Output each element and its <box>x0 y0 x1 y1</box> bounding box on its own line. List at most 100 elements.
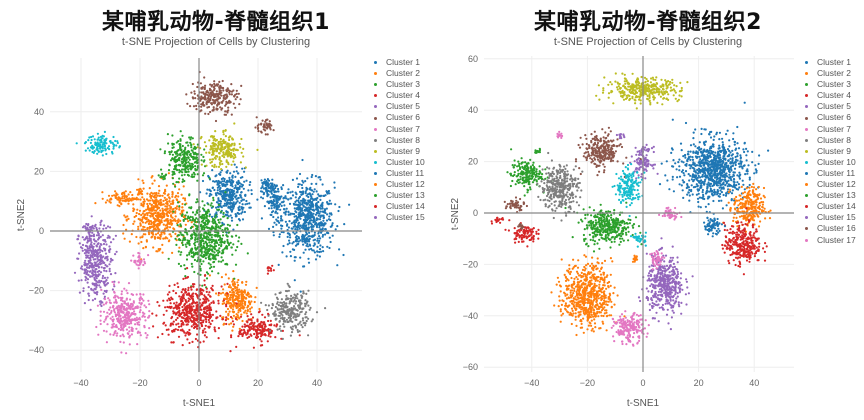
legend-label: Cluster 14 <box>817 201 856 212</box>
y-axis-label: t-SNE2 <box>450 197 461 230</box>
legend-item[interactable]: Cluster 13 <box>805 190 856 201</box>
legend-marker-icon <box>374 116 377 120</box>
legend-item[interactable]: Cluster 11 <box>374 168 425 179</box>
legend-item[interactable]: Cluster 6 <box>805 112 856 123</box>
y-tick-label: −20 <box>29 286 44 296</box>
legend-item[interactable]: Cluster 2 <box>374 68 425 79</box>
legend-label: Cluster 7 <box>817 123 852 134</box>
legend-label: Cluster 11 <box>817 167 856 178</box>
legend-item[interactable]: Cluster 4 <box>374 90 425 101</box>
scatter-plot-area[interactable]: −40 −20 0 20 40 −60 −40 −20 0 20 40 60 t-SNE1 t-SNE2 <box>432 0 864 420</box>
legend-item[interactable]: Cluster 9 <box>374 146 425 157</box>
legend-marker-icon <box>374 149 377 153</box>
legend-label: Cluster 8 <box>817 134 852 145</box>
legend-item[interactable]: Cluster 13 <box>374 190 425 201</box>
x-tick-label: 20 <box>694 378 704 388</box>
legend-label: Cluster 15 <box>386 212 425 223</box>
legend-label: Cluster 5 <box>817 101 852 112</box>
legend-item[interactable]: Cluster 15 <box>805 212 856 223</box>
legend-item[interactable]: Cluster 14 <box>374 201 425 212</box>
legend-label: Cluster 16 <box>817 223 856 234</box>
x-tick-label: −20 <box>580 378 595 388</box>
y-tick-label: 0 <box>473 208 478 218</box>
legend-marker-icon <box>374 127 377 131</box>
legend-item[interactable]: Cluster 5 <box>374 101 425 112</box>
data-points <box>490 72 772 347</box>
legend-item[interactable]: Cluster 12 <box>805 179 856 190</box>
legend-item[interactable]: Cluster 1 <box>374 57 425 68</box>
legend-marker-icon <box>805 149 808 153</box>
legend-item[interactable]: Cluster 16 <box>805 223 856 234</box>
x-tick-label: 40 <box>749 378 759 388</box>
legend-label: Cluster 11 <box>386 167 425 178</box>
legend-item[interactable]: Cluster 12 <box>374 179 425 190</box>
x-tick-label: −20 <box>132 378 147 388</box>
y-tick-label: −40 <box>463 311 478 321</box>
scatter-plot-area[interactable]: −40 −20 0 20 40 −40 −20 0 20 40 t-SNE1 t-SNE2 <box>0 0 432 420</box>
legend-item[interactable]: Cluster 7 <box>805 124 856 135</box>
legend-label: Cluster 6 <box>817 112 852 123</box>
y-tick-label: 40 <box>468 105 478 115</box>
legend-marker-icon <box>805 72 808 76</box>
legend-label: Cluster 2 <box>386 68 421 79</box>
legend-label: Cluster 5 <box>386 101 421 112</box>
legend-marker-icon <box>805 127 808 131</box>
legend-marker-icon <box>374 72 377 76</box>
legend-marker-icon <box>374 61 377 65</box>
legend-label: Cluster 10 <box>817 156 856 167</box>
chart-legend: Cluster 1 Cluster 2 Cluster 3 Cluster 4 Clus… <box>374 57 425 223</box>
legend-item[interactable]: Cluster 2 <box>805 68 856 79</box>
legend-marker-icon <box>805 94 808 98</box>
x-tick-label: 0 <box>640 378 645 388</box>
legend-item[interactable]: Cluster 15 <box>374 212 425 223</box>
chart-title: 某哺乳动物-脊髓组织1 <box>102 10 330 35</box>
x-tick-label: −40 <box>524 378 539 388</box>
legend-item[interactable]: Cluster 10 <box>805 157 856 168</box>
legend-item[interactable]: Cluster 10 <box>374 157 425 168</box>
y-tick-label: −40 <box>29 345 44 355</box>
legend-item[interactable]: Cluster 3 <box>374 79 425 90</box>
legend-item[interactable]: Cluster 9 <box>805 146 856 157</box>
legend-item[interactable]: Cluster 11 <box>805 168 856 179</box>
legend-item[interactable]: Cluster 7 <box>374 124 425 135</box>
x-tick-label: 40 <box>312 378 322 388</box>
chart-subtitle: t-SNE Projection of Cells by Clustering <box>553 36 743 48</box>
legend-label: Cluster 15 <box>817 212 856 223</box>
legend-label: Cluster 6 <box>386 112 421 123</box>
legend-marker-icon <box>805 116 808 120</box>
legend-label: Cluster 1 <box>817 57 852 67</box>
legend-item[interactable]: Cluster 8 <box>374 135 425 146</box>
x-axis-label: t-SNE1 <box>627 398 660 409</box>
legend-marker-icon <box>805 138 808 142</box>
legend-label: Cluster 9 <box>386 145 421 156</box>
legend-label: Cluster 4 <box>386 90 421 101</box>
legend-item[interactable]: Cluster 4 <box>805 90 856 101</box>
legend-label: Cluster 17 <box>817 234 856 245</box>
chart-panel-1: 某哺乳动物-脊髓组织1 t-SNE Projection of Cells by… <box>0 0 432 420</box>
legend-marker-icon <box>805 83 808 87</box>
legend-marker-icon <box>805 171 808 175</box>
legend-label: Cluster 13 <box>386 190 425 201</box>
x-tick-label: −40 <box>73 378 88 388</box>
legend-marker-icon <box>374 183 377 187</box>
chart-panel-2: 某哺乳动物-脊髓组织2 t-SNE Projection of Cells by… <box>432 0 864 420</box>
legend-marker-icon <box>374 194 377 198</box>
legend-label: Cluster 2 <box>817 68 852 79</box>
legend-marker-icon <box>805 61 808 65</box>
x-tick-label: 0 <box>196 378 201 388</box>
y-tick-label: −60 <box>463 362 478 372</box>
legend-item[interactable]: Cluster 14 <box>805 201 856 212</box>
legend-item[interactable]: Cluster 1 <box>805 57 856 68</box>
legend-marker-icon <box>374 205 377 209</box>
legend-marker-icon <box>805 160 808 164</box>
legend-item[interactable]: Cluster 8 <box>805 135 856 146</box>
legend-label: Cluster 4 <box>817 90 852 101</box>
legend-marker-icon <box>374 171 377 175</box>
legend-label: Cluster 14 <box>386 201 425 212</box>
legend-label: Cluster 12 <box>386 179 425 190</box>
legend-item[interactable]: Cluster 5 <box>805 101 856 112</box>
legend-marker-icon <box>805 205 808 209</box>
legend-item[interactable]: Cluster 17 <box>805 235 856 246</box>
legend-item[interactable]: Cluster 3 <box>805 79 856 90</box>
legend-item[interactable]: Cluster 6 <box>374 112 425 123</box>
